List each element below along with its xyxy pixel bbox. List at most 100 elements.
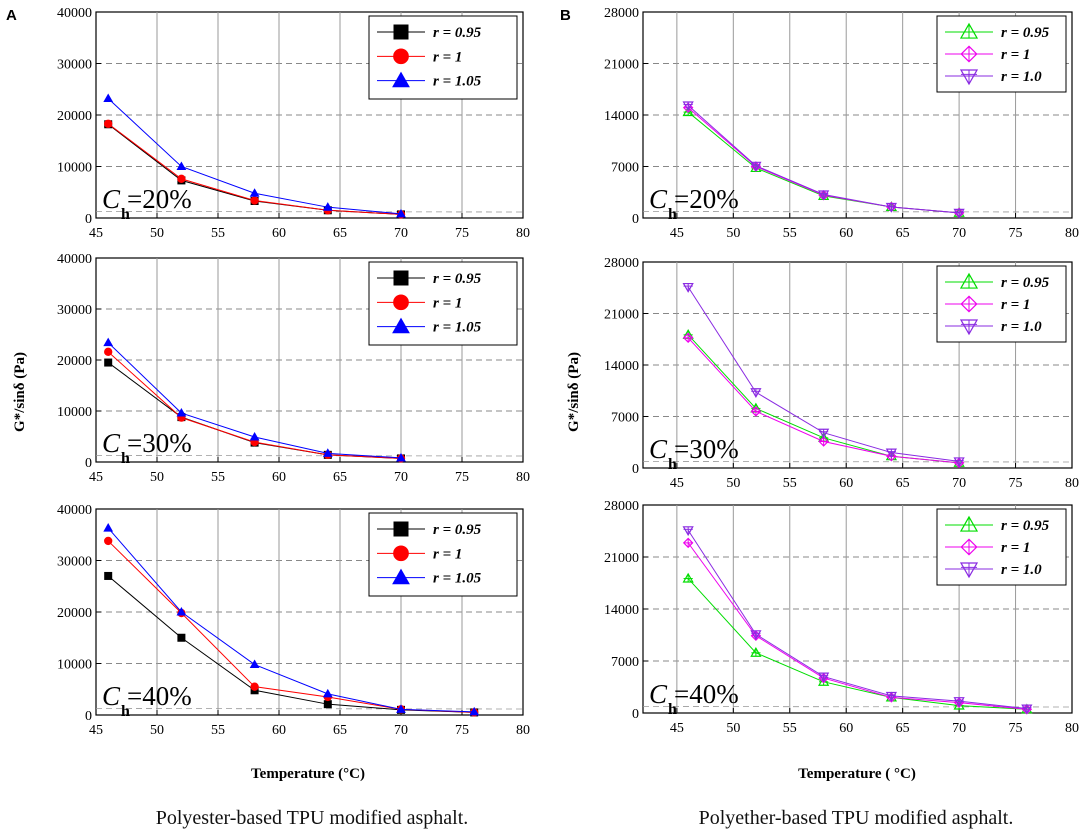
legend-label-2: r = 1 <box>433 546 462 562</box>
y-tick-label: 0 <box>85 709 92 724</box>
legend-marker <box>393 270 409 286</box>
x-tick-label: 60 <box>839 476 853 491</box>
legend-label-3: r = 1.05 <box>433 74 482 90</box>
y-tick-label: 20000 <box>57 354 92 369</box>
x-tick-label: 80 <box>516 723 530 738</box>
legend: r = 0.95 r = 1 r = 1.05 <box>368 512 518 597</box>
y-tick-label: 10000 <box>57 405 92 420</box>
y-tick-label: 10000 <box>57 161 92 176</box>
data-point-s2-3 <box>818 436 829 447</box>
data-point-s3-1 <box>682 282 694 293</box>
ch-label: C <box>649 184 668 214</box>
data-point-s2-1 <box>682 537 694 549</box>
data-point-s3-4 <box>322 202 333 211</box>
y-tick-label: 28000 <box>604 6 639 21</box>
data-point-s3-3 <box>249 431 260 441</box>
x-tick-label: 70 <box>952 476 966 491</box>
x-tick-label: 50 <box>726 721 740 736</box>
x-tick-label: 70 <box>394 470 408 485</box>
grid-line-base <box>95 211 524 213</box>
y-tick-label: 28000 <box>604 499 639 514</box>
panel-label-a: A <box>6 7 17 24</box>
data-point-s3-6 <box>469 706 480 716</box>
data-point-s3-1 <box>682 101 694 112</box>
legend-marker <box>959 515 979 532</box>
data-point-s3-6 <box>1021 704 1033 715</box>
data-point-s3-2 <box>750 630 762 641</box>
legend-label-1: r = 0.95 <box>433 522 482 538</box>
y-tick-label: 21000 <box>604 58 639 73</box>
x-tick-label: 45 <box>670 476 684 491</box>
subplot-a-2: 0 10000 20000 30000 40000 45 50 55 60 65 70 75 80 r =… <box>57 252 530 485</box>
legend-label-3: r = 1.0 <box>1001 562 1042 578</box>
y-axis-label-a: G*/sinδ (Pa) <box>12 352 28 432</box>
legend-marker <box>960 45 978 63</box>
x-tick-label: 55 <box>211 723 225 738</box>
data-point-s3-5 <box>953 697 965 707</box>
ch-label: C <box>102 184 121 214</box>
data-point-s3-4 <box>322 448 333 457</box>
data-point-s3-4 <box>322 688 333 698</box>
ch-subscript: h <box>121 206 130 223</box>
x-tick-label: 50 <box>726 226 740 241</box>
data-point-s3-1 <box>103 337 114 347</box>
series-line-3 <box>107 527 475 713</box>
y-axis-label-b: G*/sinδ (Pa) <box>566 352 582 432</box>
x-tick-label: 70 <box>394 723 408 738</box>
data-point-s3-3 <box>817 190 830 201</box>
data-point-s3-3 <box>249 659 260 669</box>
ch-value: =20% <box>127 184 192 214</box>
ch-label: C <box>649 679 668 709</box>
legend-marker <box>392 568 410 585</box>
legend-label-1: r = 0.95 <box>433 25 482 41</box>
data-point-s3-5 <box>953 208 965 219</box>
data-point-s2-3 <box>250 682 259 691</box>
legend: r = 0.95 r = 1 r = 1.0 <box>936 265 1067 343</box>
ch-subscript: h <box>121 450 130 467</box>
x-tick-label: 50 <box>150 470 164 485</box>
legend-marker <box>393 48 409 65</box>
data-point-s3-4 <box>885 691 898 702</box>
data-point-s3-2 <box>750 388 762 399</box>
x-tick-label: 50 <box>726 476 740 491</box>
data-point-s2-1 <box>682 332 694 344</box>
legend-marker <box>393 24 409 40</box>
x-tick-label: 60 <box>272 226 286 241</box>
legend-marker <box>393 294 409 311</box>
grid-line-base <box>95 708 524 710</box>
y-tick-label: 0 <box>632 707 639 722</box>
caption-b: Polyether-based TPU modified asphalt. <box>699 807 1014 829</box>
y-tick-label: 7000 <box>611 161 639 176</box>
legend-marker <box>393 545 409 562</box>
y-tick-label: 21000 <box>604 308 639 323</box>
data-point-s3-5 <box>953 457 965 468</box>
series-line-2 <box>687 542 1027 710</box>
y-tick-label: 20000 <box>57 109 92 124</box>
grid-line-base <box>642 461 1073 463</box>
x-tick-label: 45 <box>670 721 684 736</box>
subplot-b-3: 0 7000 14000 21000 28000 45 50 55 60 65 70 75 80 r = … <box>604 499 1079 736</box>
x-tick-label: 55 <box>783 476 797 491</box>
grid-line-base <box>642 211 1073 213</box>
y-tick-label: 0 <box>85 212 92 227</box>
x-tick-label: 65 <box>333 470 347 485</box>
legend-marker <box>959 69 979 86</box>
y-tick-label: 14000 <box>604 603 639 618</box>
legend-label-3: r = 1.05 <box>433 571 482 587</box>
legend: r = 0.95 r = 1 r = 1.0 <box>936 15 1067 93</box>
data-point-s3-4 <box>885 448 898 459</box>
y-tick-label: 0 <box>85 456 92 471</box>
legend-marker <box>393 521 409 537</box>
x-tick-label: 60 <box>272 470 286 485</box>
legend-marker <box>959 562 979 579</box>
data-point-s3-5 <box>396 704 406 713</box>
x-tick-label: 50 <box>150 226 164 241</box>
data-point-s1-2 <box>177 633 186 642</box>
legend-label-1: r = 0.95 <box>1001 518 1050 534</box>
ch-value: =30% <box>127 428 192 458</box>
series-line-1 <box>687 578 1027 710</box>
data-point-s2-1 <box>104 119 113 128</box>
x-tick-label: 75 <box>455 226 469 241</box>
y-tick-label: 7000 <box>611 655 639 670</box>
